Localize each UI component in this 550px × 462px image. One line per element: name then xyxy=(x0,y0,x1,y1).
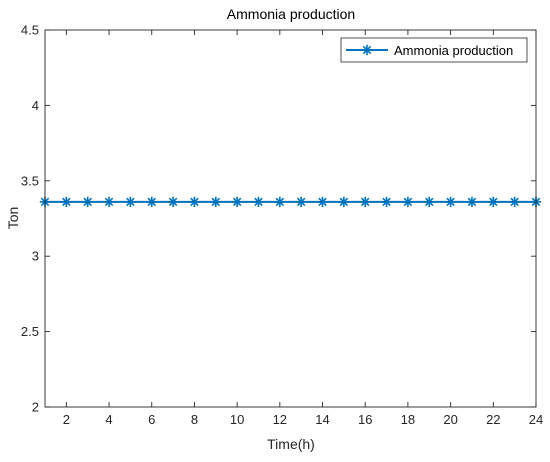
data-point-0-18 xyxy=(424,196,435,208)
data-point-0-1 xyxy=(61,196,72,208)
y-axis-ticks: 2 2.5 3 3.5 4 4.5 xyxy=(21,23,536,415)
x-tick-label: 24 xyxy=(529,412,543,427)
axes-box xyxy=(44,29,537,408)
legend: Ammonia production xyxy=(340,37,528,63)
chart-title: Ammonia production xyxy=(227,6,355,22)
axes-frame xyxy=(44,29,537,408)
x-tick-label: 12 xyxy=(273,412,287,427)
x-tick-label: 18 xyxy=(401,412,415,427)
y-tick-label: 4 xyxy=(32,98,39,113)
data-point-0-15 xyxy=(360,196,371,208)
x-tick-label: 16 xyxy=(358,412,372,427)
data-point-0-7 xyxy=(189,196,200,208)
y-tick-label: 2 xyxy=(32,400,39,415)
legend-box xyxy=(340,37,528,63)
data-point-0-4 xyxy=(125,196,136,208)
x-tick-label: 20 xyxy=(443,412,457,427)
series-layer xyxy=(39,196,542,208)
x-tick-label: 10 xyxy=(230,412,244,427)
data-point-0-3 xyxy=(103,196,115,208)
data-point-0-12 xyxy=(295,196,307,208)
data-point-0-19 xyxy=(445,196,456,208)
legend-marker-asterisk xyxy=(361,44,373,56)
x-tick-label: 6 xyxy=(148,412,155,427)
y-tick-label: 2.5 xyxy=(21,324,39,339)
x-axis-ticks: 2 4 6 8 10 12 14 16 18 20 22 24 xyxy=(63,30,543,427)
data-point-0-11 xyxy=(274,196,286,208)
data-point-0-16 xyxy=(381,196,392,208)
data-point-0-17 xyxy=(402,196,414,208)
y-tick-label: 3 xyxy=(32,249,39,264)
legend-asterisk xyxy=(361,44,373,56)
data-point-0-13 xyxy=(317,196,328,208)
x-tick-label: 14 xyxy=(315,412,329,427)
y-tick-label: 3.5 xyxy=(21,173,39,188)
data-point-0-8 xyxy=(210,196,221,208)
data-point-0-10 xyxy=(253,196,264,208)
data-point-0-14 xyxy=(338,196,350,208)
legend-entry-ammonia-production: Ammonia production xyxy=(394,43,513,58)
data-point-0-22 xyxy=(509,196,520,208)
data-point-0-20 xyxy=(466,196,478,208)
x-tick-label: 8 xyxy=(191,412,198,427)
x-tick-label: 4 xyxy=(105,412,112,427)
data-point-0-2 xyxy=(82,196,93,208)
x-axis-label: Time(h) xyxy=(267,436,315,452)
y-axis-label: Ton xyxy=(5,207,21,230)
x-tick-label: 22 xyxy=(486,412,500,427)
x-tick-label: 2 xyxy=(63,412,70,427)
data-point-0-6 xyxy=(167,196,179,208)
plot-background xyxy=(45,30,536,407)
y-tick-label: 4.5 xyxy=(21,23,39,38)
data-point-0-5 xyxy=(146,196,157,208)
data-point-0-21 xyxy=(488,196,499,208)
data-point-0-9 xyxy=(231,196,243,208)
plot-area xyxy=(45,30,536,407)
